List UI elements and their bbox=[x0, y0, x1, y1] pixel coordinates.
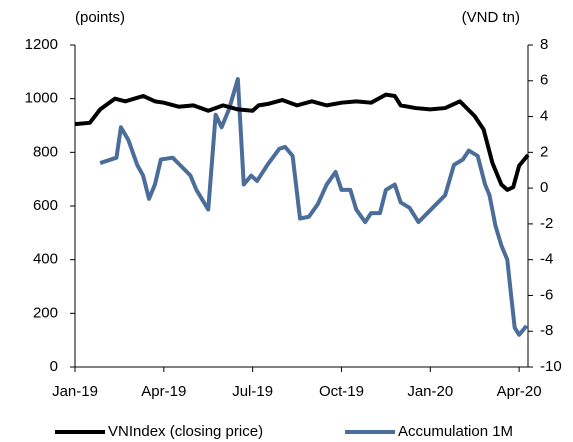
y2-tick-label: 4 bbox=[540, 108, 548, 125]
y-tick-label: 1000 bbox=[25, 90, 58, 107]
y-tick-label: 0 bbox=[50, 358, 58, 375]
y2-tick-label: -10 bbox=[540, 358, 562, 375]
y2-tick-label: 2 bbox=[540, 143, 548, 160]
x-tick-label: Apr-20 bbox=[497, 383, 542, 400]
y2-tick-label: 0 bbox=[540, 179, 548, 196]
legend-label: Accumulation 1M bbox=[398, 423, 513, 440]
y2-tick-label: 6 bbox=[540, 72, 548, 89]
y2-tick-label: -2 bbox=[540, 215, 553, 232]
y2-tick-label: 8 bbox=[540, 36, 548, 53]
x-tick-label: Oct-19 bbox=[319, 383, 364, 400]
legend-label: VNIndex (closing price) bbox=[108, 423, 263, 440]
y-axis-label: (points) bbox=[75, 9, 125, 26]
x-tick-label: Jan-19 bbox=[52, 383, 98, 400]
y-tick-label: 1200 bbox=[25, 36, 58, 53]
x-tick-label: Jan-20 bbox=[407, 383, 453, 400]
y-tick-label: 600 bbox=[33, 197, 58, 214]
y-tick-label: 800 bbox=[33, 143, 58, 160]
series-line bbox=[99, 76, 529, 337]
y2-tick-label: -8 bbox=[540, 322, 553, 339]
y-tick-label: 200 bbox=[33, 304, 58, 321]
x-tick-label: Apr-19 bbox=[141, 383, 186, 400]
y2-axis-label: (VND tn) bbox=[462, 9, 520, 26]
y-tick-label: 400 bbox=[33, 251, 58, 268]
y2-tick-label: -4 bbox=[540, 251, 553, 268]
y2-tick-label: -6 bbox=[540, 286, 553, 303]
series-line bbox=[74, 92, 530, 192]
x-tick-label: Jul-19 bbox=[232, 383, 273, 400]
